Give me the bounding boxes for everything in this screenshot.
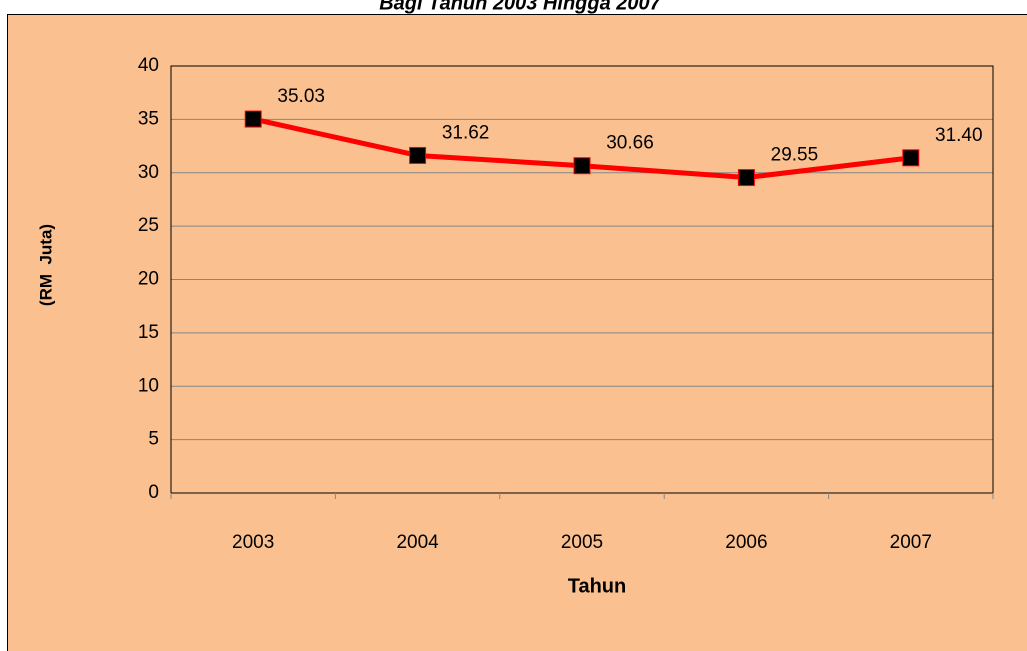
data-label: 31.40 [935,125,983,146]
marker [409,146,427,164]
y-tick-label: 35 [138,108,159,129]
data-label: 30.66 [606,133,654,154]
chart-title: Bagi Tahun 2003 Hingga 2007 [379,0,661,14]
y-tick-label: 0 [148,482,159,503]
plot-border [170,65,994,494]
marker [573,157,591,175]
data-label: 35.03 [277,86,325,107]
y-axis-label: (RM Juta) [36,224,55,306]
marker [244,110,262,128]
x-tick-label: 2005 [561,532,603,553]
y-tick-label: 25 [138,215,159,236]
y-tick-label: 40 [138,55,159,76]
y-tick-label: 30 [138,162,159,183]
data-label: 29.55 [771,145,819,166]
x-tick-label: 2007 [890,532,932,553]
y-tick-label: 10 [138,375,159,396]
x-tick-label: 2003 [232,532,274,553]
x-axis-label: Tahun [568,575,627,597]
x-tick-label: 2006 [725,532,767,553]
marker [902,149,920,167]
y-tick-label: 20 [138,269,159,290]
marker [737,169,755,187]
y-tick-label: 5 [148,429,159,450]
y-tick-label: 15 [138,322,159,343]
data-label: 31.62 [442,122,490,143]
x-tick-label: 2004 [396,532,439,553]
